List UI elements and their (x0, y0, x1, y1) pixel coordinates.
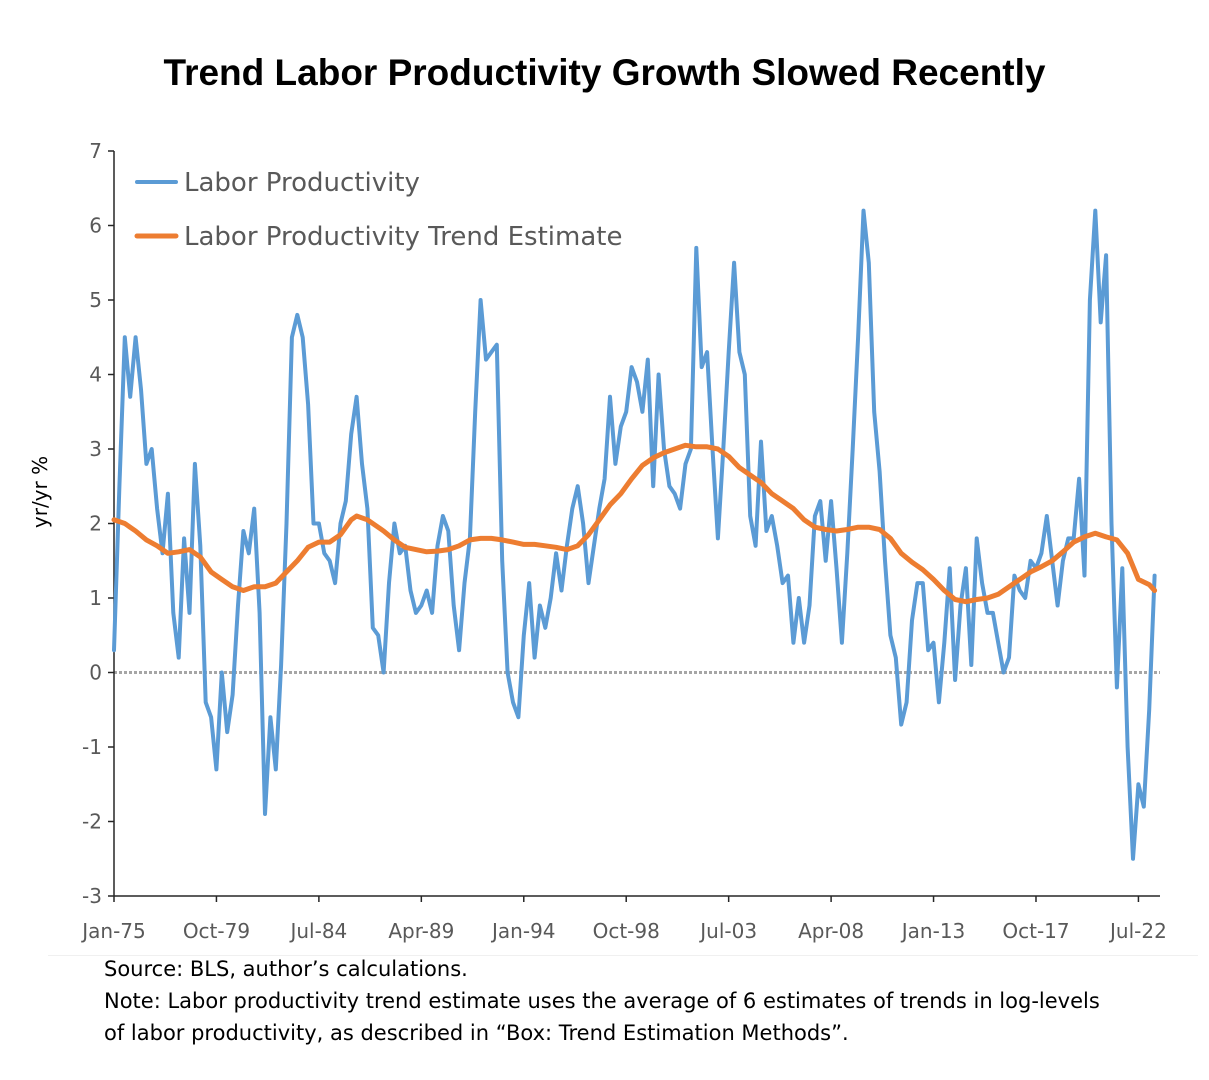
x-tick-label: Jan-94 (490, 919, 556, 943)
series-lines (111, 208, 1158, 861)
y-tick-label: 2 (89, 512, 102, 536)
note-line-2: of labor productivity, as described in “… (104, 1021, 849, 1045)
legend: Labor Productivity Labor Productivity Tre… (134, 168, 622, 252)
x-tick-label: Oct-17 (1002, 919, 1069, 943)
axes: -3 -2 -1 0 1 2 3 4 5 6 7 Jan-75 Oct-79 Jul-84 Apr-89 Ja… (80, 139, 1167, 943)
y-tick-label: -3 (82, 884, 102, 908)
source-note: Source: BLS, author’s calculations. (104, 957, 468, 981)
x-tick-label: Apr-08 (798, 919, 864, 943)
footer-divider (48, 955, 1198, 956)
x-tick-label: Jul-03 (698, 919, 757, 943)
legend-label: Labor Productivity (184, 168, 420, 198)
x-tick-label: Oct-98 (593, 919, 660, 943)
y-tick-label: 0 (89, 661, 102, 685)
y-tick-label: 1 (89, 586, 102, 610)
series-line-labor-productivity (112, 208, 1157, 861)
note-line-1: Note: Labor productivity trend estimate … (104, 989, 1100, 1013)
x-tick-label: Jul-84 (288, 919, 347, 943)
y-tick-label: 3 (89, 437, 102, 461)
series-line-trend-estimate (111, 442, 1158, 605)
y-tick-label: 7 (89, 139, 102, 163)
y-tick-label: -2 (82, 810, 102, 834)
y-tick-label: 5 (89, 288, 102, 312)
line-chart: -3 -2 -1 0 1 2 3 4 5 6 7 Jan-75 Oct-79 Jul-84 Apr-89 Ja… (80, 139, 1167, 943)
x-tick-label: Apr-89 (388, 919, 454, 943)
x-tick-label: Jan-13 (900, 919, 966, 943)
x-tick-label: Oct-79 (183, 919, 250, 943)
y-tick-label: 6 (89, 214, 102, 238)
x-tick-label: Jul-22 (1108, 919, 1167, 943)
y-tick-label: -1 (82, 735, 102, 759)
legend-label: Labor Productivity Trend Estimate (184, 222, 622, 252)
y-tick-label: 4 (89, 363, 102, 387)
chart-title: Trend Labor Productivity Growth Slowed R… (163, 52, 1046, 93)
x-tick-label: Jan-75 (80, 919, 146, 943)
